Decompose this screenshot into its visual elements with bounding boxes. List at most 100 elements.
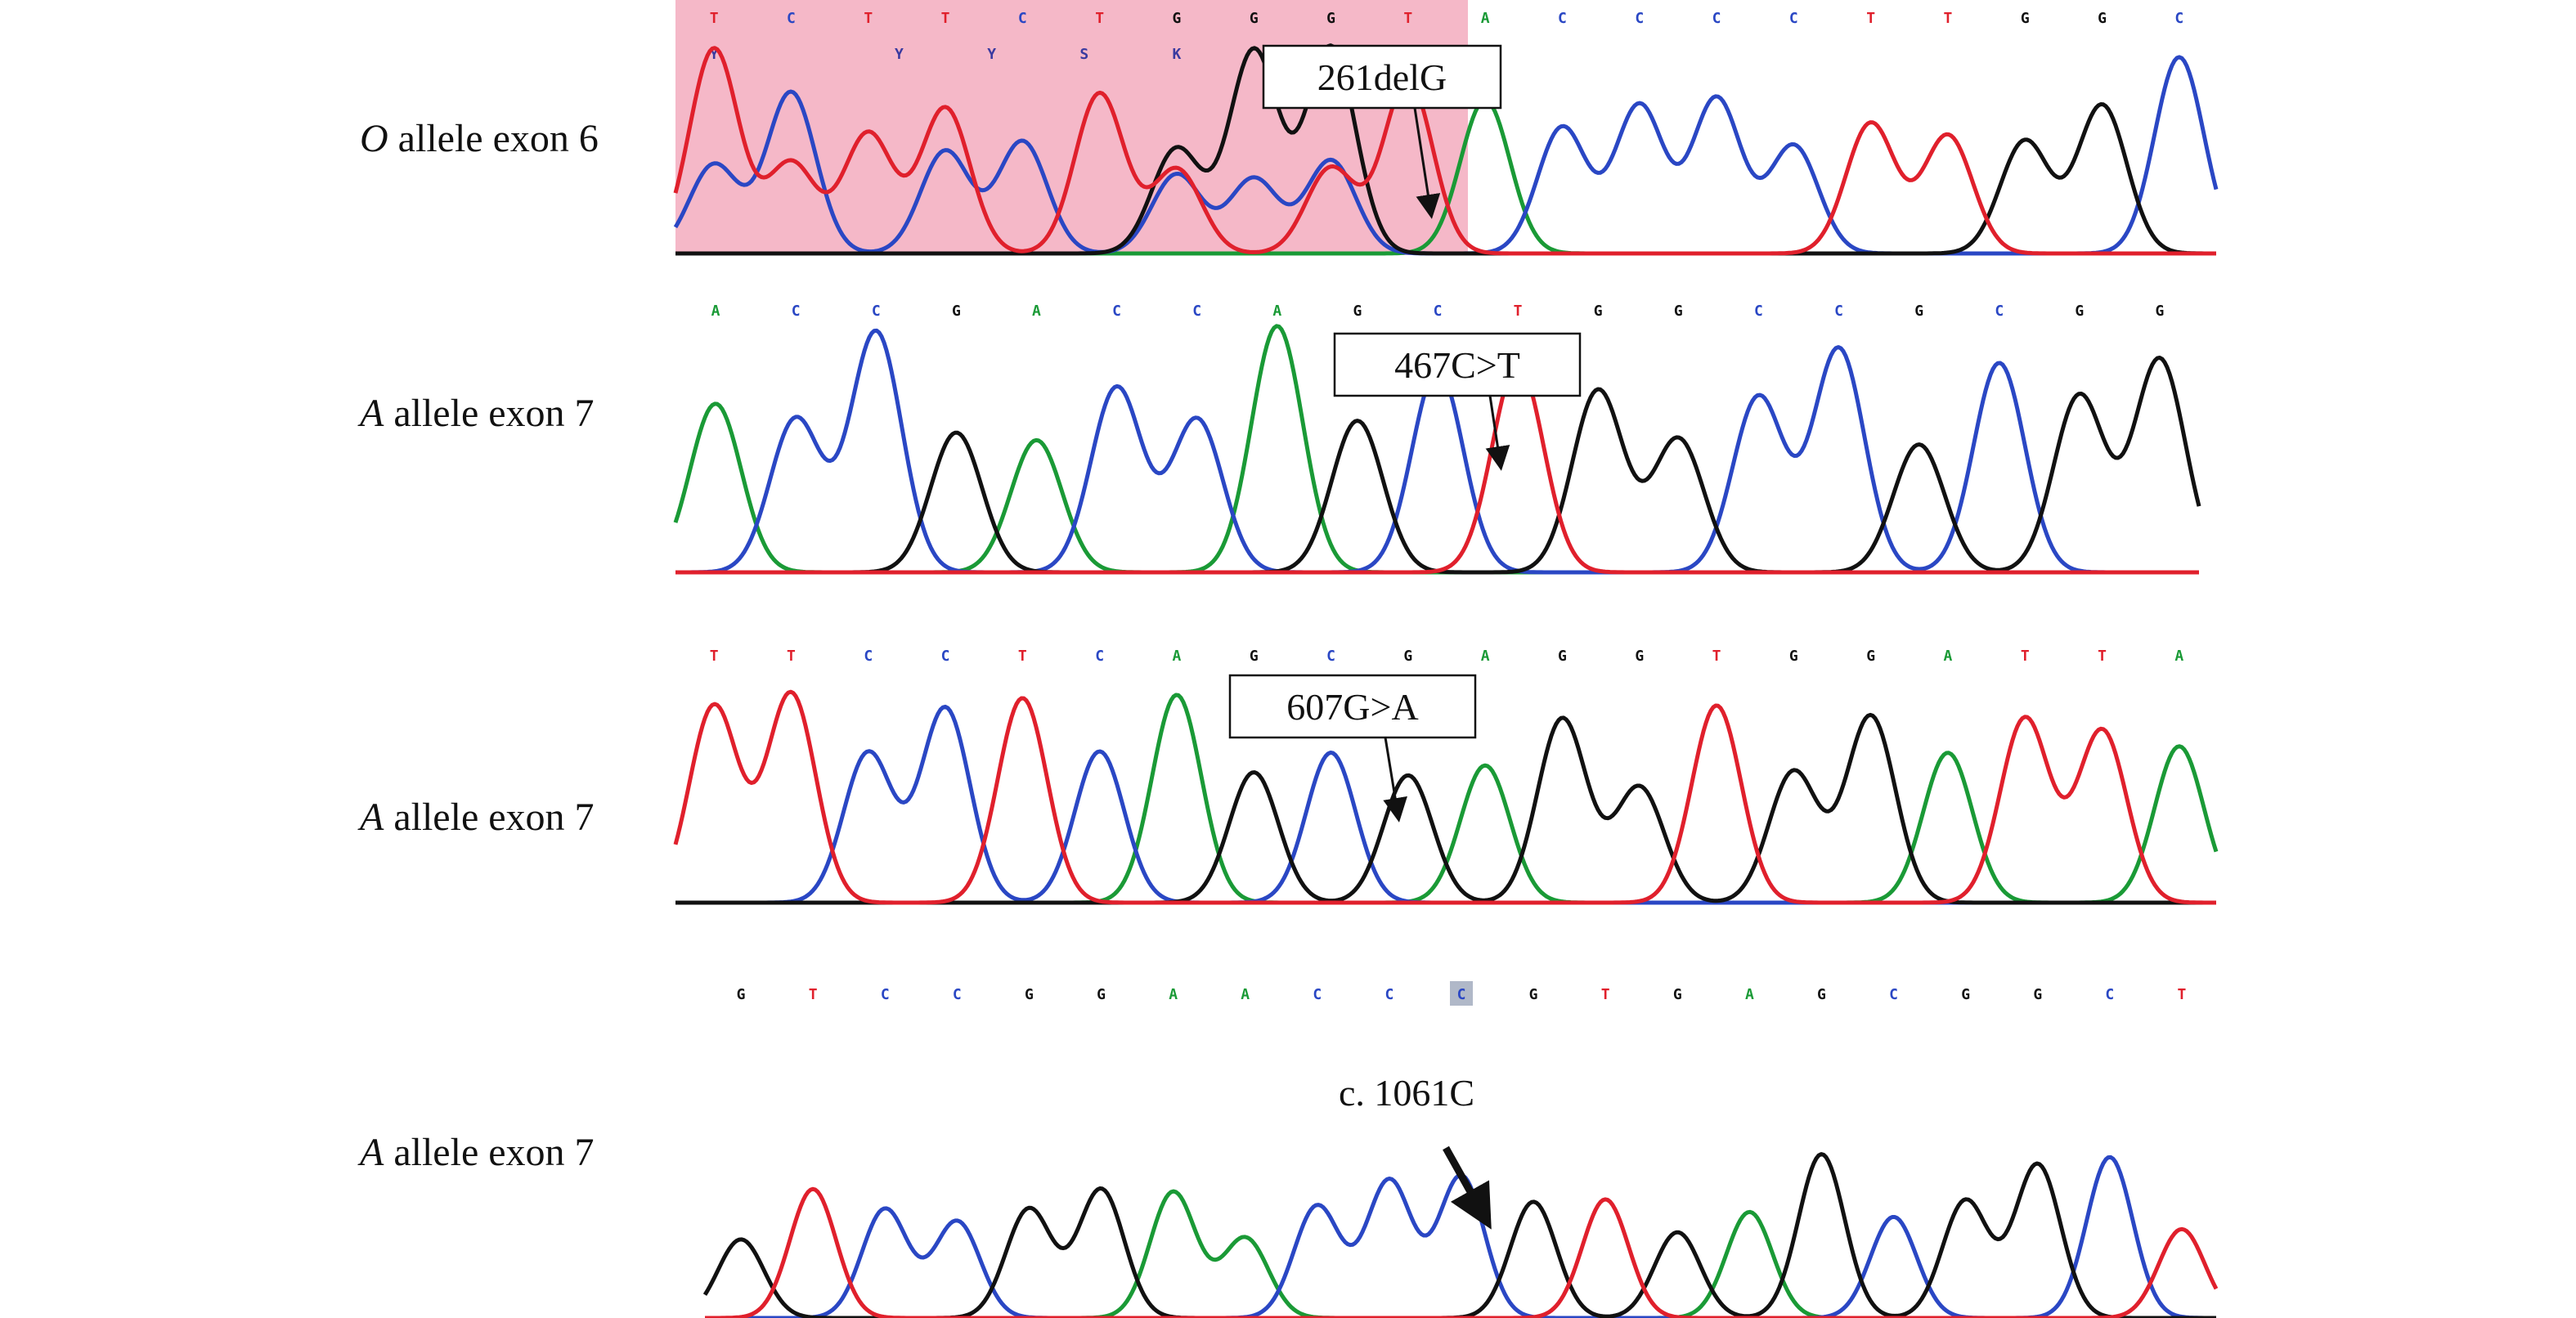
base-call: T: [1403, 10, 1412, 27]
base-call: G: [1250, 10, 1259, 27]
callout-arrow: [1413, 107, 1441, 219]
trace-T: [673, 689, 2216, 905]
base-call: G: [1025, 986, 1034, 1003]
base-call: C: [2174, 10, 2183, 27]
base-call: C: [1018, 10, 1027, 27]
trace-A: [705, 1189, 2216, 1318]
base-call: T: [2098, 648, 2107, 665]
base-call: C: [1995, 303, 2004, 320]
trace-G: [675, 712, 2216, 905]
base-call: G: [952, 303, 961, 320]
base-call: T: [1095, 10, 1104, 27]
base-call: C: [1834, 303, 1843, 320]
callout-box: [1333, 332, 1582, 397]
base-call: T: [787, 648, 796, 665]
base-call: C: [1326, 648, 1335, 665]
base-call: G: [1635, 648, 1644, 665]
base-call: G: [1558, 648, 1567, 665]
base-call: G: [1789, 648, 1798, 665]
callout-label: 261delG: [1317, 56, 1447, 98]
ambiguity-code: S: [1079, 46, 1088, 63]
allele-italic: A: [360, 1131, 384, 1174]
base-call: C: [1457, 986, 1466, 1003]
base-call: G: [1353, 303, 1362, 320]
base-call: G: [1673, 986, 1682, 1003]
base-call: C: [1635, 10, 1644, 27]
base-call: C: [2105, 986, 2114, 1003]
allele-italic: A: [360, 796, 384, 839]
base-call: C: [1192, 303, 1201, 320]
base-call: T: [864, 10, 873, 27]
base-call: G: [1097, 986, 1106, 1003]
base-call: G: [1817, 986, 1826, 1003]
callout-label: c. 1061C: [1339, 1072, 1474, 1114]
base-call: G: [1403, 648, 1412, 665]
label-panel-4: A allele exon 7: [360, 1130, 595, 1175]
base-call: G: [1914, 303, 1923, 320]
base-call: G: [1594, 303, 1603, 320]
base-call: T: [1601, 986, 1610, 1003]
base-call: C: [864, 648, 873, 665]
callout-arrow: [1443, 1145, 1492, 1230]
base-call: C: [941, 648, 950, 665]
base-call: C: [1712, 10, 1721, 27]
base-call: T: [2178, 986, 2187, 1003]
base-call: G: [737, 986, 746, 1003]
label-panel-1: O allele exon 6: [360, 116, 599, 161]
base-call: C: [1313, 986, 1322, 1003]
base-call: A: [1173, 648, 1182, 665]
label-rest: allele exon 7: [384, 796, 595, 839]
callout-label: 607G>A: [1286, 686, 1418, 728]
base-call: T: [710, 10, 719, 27]
label-rest: allele exon 7: [384, 392, 595, 435]
base-call: T: [710, 648, 719, 665]
base-call: C: [792, 303, 801, 320]
base-call: T: [1018, 648, 1027, 665]
base-call: C: [953, 986, 962, 1003]
base-call: A: [1169, 986, 1178, 1003]
base-call: G: [1866, 648, 1875, 665]
allele-italic: A: [360, 392, 384, 435]
base-call: T: [1866, 10, 1875, 27]
trace-T: [675, 361, 2199, 575]
base-call: T: [2021, 648, 2030, 665]
label-rest: allele exon 6: [388, 117, 599, 160]
ambiguity-code: K: [1173, 46, 1182, 63]
base-call: C: [1095, 648, 1104, 665]
base-call: A: [1481, 10, 1490, 27]
base-call: T: [941, 10, 950, 27]
base-call: G: [2156, 303, 2165, 320]
ambiguity-code: Y: [987, 46, 996, 63]
ambiguity-code: Y: [895, 46, 904, 63]
base-call: C: [881, 986, 890, 1003]
callout-box: [1228, 674, 1477, 739]
base-call: T: [1514, 303, 1523, 320]
base-call: A: [1272, 303, 1281, 320]
base-call: T: [1712, 648, 1721, 665]
base-call: G: [1250, 648, 1259, 665]
ambiguity-code: Y: [710, 46, 719, 63]
base-call: G: [1326, 10, 1335, 27]
base-call: T: [1944, 10, 1953, 27]
base-call: A: [1745, 986, 1754, 1003]
callout-box: [1262, 44, 1502, 110]
base-call: C: [1558, 10, 1567, 27]
base-call: G: [1173, 10, 1182, 27]
callout-arrow: [1383, 737, 1407, 823]
base-call: A: [2174, 648, 2183, 665]
base-call: A: [1481, 648, 1490, 665]
callout-label: 467C>T: [1394, 344, 1520, 386]
base-call: C: [1789, 10, 1798, 27]
base-call: C: [1434, 303, 1443, 320]
base-call: G: [2033, 986, 2042, 1003]
base-call: A: [1944, 648, 1953, 665]
label-panel-3: A allele exon 7: [360, 795, 595, 840]
label-panel-2: A allele exon 7: [360, 391, 595, 436]
base-call: G: [2021, 10, 2030, 27]
base-call: C: [1889, 986, 1898, 1003]
base-call: G: [1529, 986, 1538, 1003]
base-call: G: [2075, 303, 2084, 320]
selected-base-marker: [1450, 981, 1473, 1006]
allele-italic: O: [360, 117, 388, 160]
